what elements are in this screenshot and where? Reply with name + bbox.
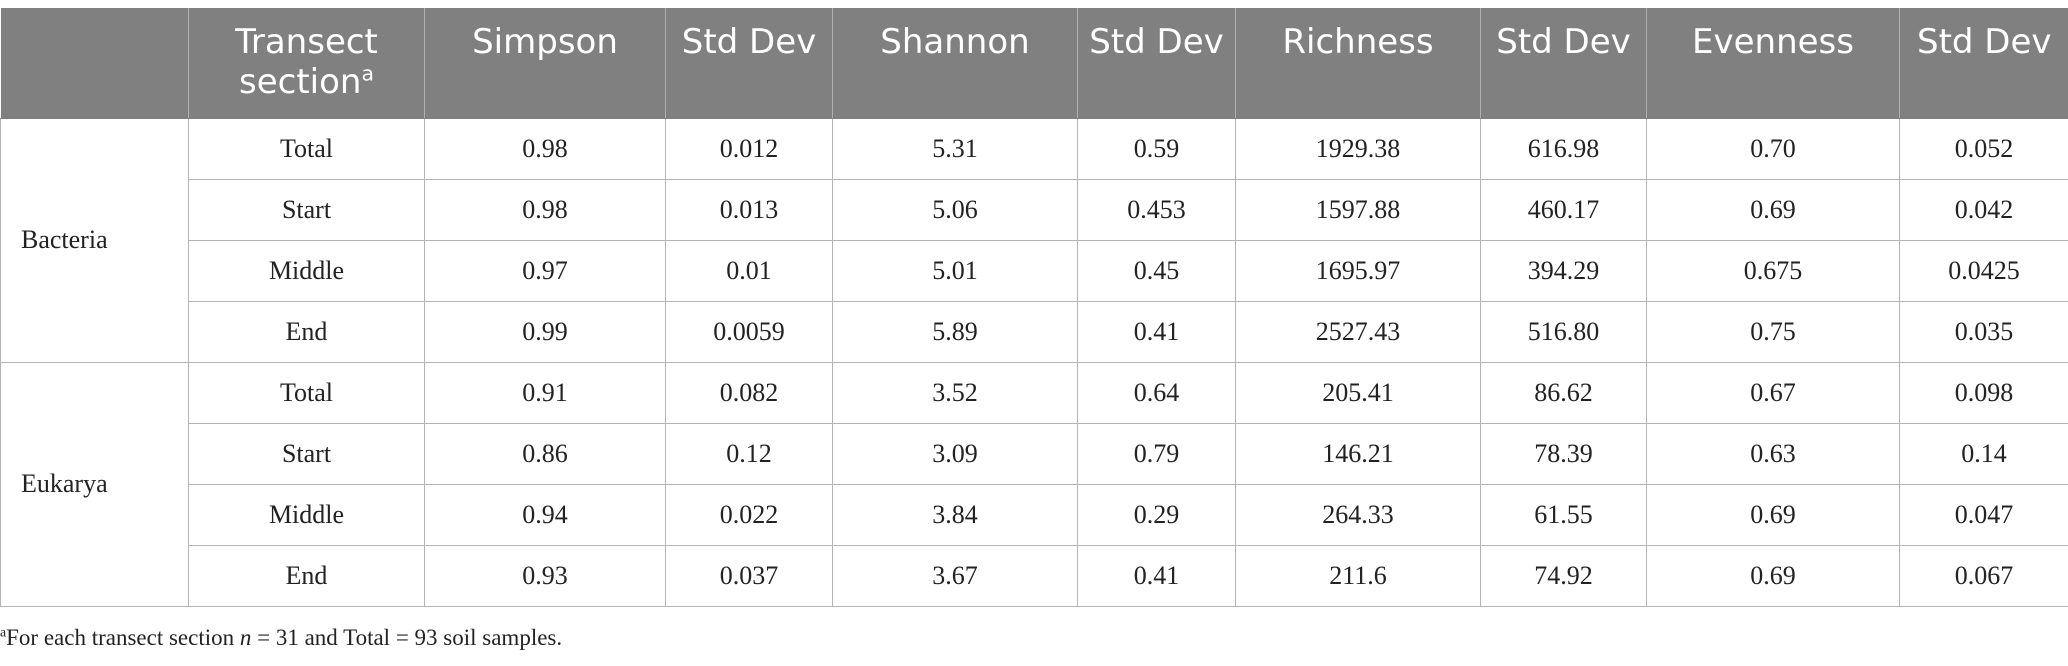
cell-section: Total bbox=[188, 117, 425, 180]
cell-shannon: 5.89 bbox=[832, 300, 1078, 363]
header-simpson: Simpson bbox=[424, 8, 666, 119]
header-shannon-std-dev: Std Dev bbox=[1077, 8, 1236, 119]
cell-richness-std-dev: 86.62 bbox=[1480, 361, 1647, 424]
cell-evenness: 0.69 bbox=[1646, 178, 1900, 241]
header-blank bbox=[0, 8, 189, 119]
cell-richness-std-dev: 616.98 bbox=[1480, 117, 1647, 180]
cell-shannon-std-dev: 0.29 bbox=[1077, 483, 1236, 546]
cell-richness: 146.21 bbox=[1235, 422, 1481, 485]
cell-simpson-std-dev: 0.12 bbox=[665, 422, 833, 485]
cell-evenness: 0.70 bbox=[1646, 117, 1900, 180]
cell-shannon: 5.31 bbox=[832, 117, 1078, 180]
cell-shannon: 3.09 bbox=[832, 422, 1078, 485]
cell-evenness-std-dev: 0.14 bbox=[1899, 422, 2068, 485]
cell-section: Total bbox=[188, 361, 425, 424]
cell-section: End bbox=[188, 300, 425, 363]
table-container: Transect sectiona Simpson Std Dev Shanno… bbox=[0, 8, 2068, 607]
cell-shannon-std-dev: 0.79 bbox=[1077, 422, 1236, 485]
cell-simpson-std-dev: 0.013 bbox=[665, 178, 833, 241]
cell-evenness: 0.69 bbox=[1646, 483, 1900, 546]
cell-shannon: 3.67 bbox=[832, 544, 1078, 607]
cell-simpson-std-dev: 0.022 bbox=[665, 483, 833, 546]
header-evenness-std-dev: Std Dev bbox=[1899, 8, 2068, 119]
group-label: Bacteria bbox=[0, 117, 189, 363]
cell-section: End bbox=[188, 544, 425, 607]
cell-simpson: 0.93 bbox=[424, 544, 666, 607]
cell-shannon-std-dev: 0.41 bbox=[1077, 544, 1236, 607]
table-row: Bacteria Total 0.98 0.012 5.31 0.59 1929.38 616… bbox=[0, 117, 2068, 363]
table-body: Bacteria Total 0.98 0.012 5.31 0.59 1929.38 616… bbox=[0, 117, 2068, 607]
table-footnote: aFor each transect section n = 31 and To… bbox=[0, 624, 563, 650]
cell-richness: 1929.38 bbox=[1235, 117, 1481, 180]
table-row: End 0.99 0.0059 5.89 0.41 2527.43 516.80 0.75 0.… bbox=[1, 300, 2068, 363]
header-evenness: Evenness bbox=[1646, 8, 1900, 119]
cell-richness: 205.41 bbox=[1235, 361, 1481, 424]
table-row: Eukarya Total 0.91 0.082 3.52 0.64 205.41 86.62… bbox=[0, 361, 2068, 607]
cell-evenness-std-dev: 0.098 bbox=[1899, 361, 2068, 424]
table-row: Middle 0.94 0.022 3.84 0.29 264.33 61.55 0.69 0.… bbox=[1, 483, 2068, 546]
cell-shannon-std-dev: 0.64 bbox=[1077, 361, 1236, 424]
cell-simpson-std-dev: 0.012 bbox=[665, 117, 833, 180]
cell-evenness-std-dev: 0.0425 bbox=[1899, 239, 2068, 302]
cell-evenness-std-dev: 0.067 bbox=[1899, 544, 2068, 607]
cell-richness-std-dev: 61.55 bbox=[1480, 483, 1647, 546]
cell-richness-std-dev: 516.80 bbox=[1480, 300, 1647, 363]
diversity-table: Transect sectiona Simpson Std Dev Shanno… bbox=[0, 8, 2068, 607]
cell-simpson-std-dev: 0.0059 bbox=[665, 300, 833, 363]
cell-shannon: 3.52 bbox=[832, 361, 1078, 424]
cell-richness: 2527.43 bbox=[1235, 300, 1481, 363]
cell-simpson: 0.99 bbox=[424, 300, 666, 363]
cell-evenness: 0.67 bbox=[1646, 361, 1900, 424]
cell-evenness-std-dev: 0.047 bbox=[1899, 483, 2068, 546]
cell-richness: 211.6 bbox=[1235, 544, 1481, 607]
table-row: Start 0.86 0.12 3.09 0.79 146.21 78.39 0.63 0.14 bbox=[1, 422, 2068, 485]
cell-richness: 264.33 bbox=[1235, 483, 1481, 546]
cell-simpson-std-dev: 0.037 bbox=[665, 544, 833, 607]
cell-shannon-std-dev: 0.59 bbox=[1077, 117, 1236, 180]
cell-shannon-std-dev: 0.45 bbox=[1077, 239, 1236, 302]
cell-section: Start bbox=[188, 422, 425, 485]
cell-richness: 1695.97 bbox=[1235, 239, 1481, 302]
cell-simpson: 0.97 bbox=[424, 239, 666, 302]
cell-shannon-std-dev: 0.41 bbox=[1077, 300, 1236, 363]
cell-evenness-std-dev: 0.052 bbox=[1899, 117, 2068, 180]
header-shannon: Shannon bbox=[832, 8, 1078, 119]
cell-shannon: 3.84 bbox=[832, 483, 1078, 546]
cell-richness-std-dev: 460.17 bbox=[1480, 178, 1647, 241]
header-transect-section: Transect sectiona bbox=[188, 8, 425, 119]
header-row: Transect sectiona Simpson Std Dev Shanno… bbox=[0, 8, 2068, 119]
cell-richness: 1597.88 bbox=[1235, 178, 1481, 241]
group-label: Eukarya bbox=[0, 361, 189, 607]
cell-section: Start bbox=[188, 178, 425, 241]
cell-section: Middle bbox=[188, 239, 425, 302]
header-richness: Richness bbox=[1235, 8, 1481, 119]
table-row: Middle 0.97 0.01 5.01 0.45 1695.97 394.29 0.675… bbox=[1, 239, 2068, 302]
cell-shannon: 5.01 bbox=[832, 239, 1078, 302]
cell-simpson: 0.98 bbox=[424, 178, 666, 241]
cell-evenness: 0.63 bbox=[1646, 422, 1900, 485]
cell-simpson: 0.91 bbox=[424, 361, 666, 424]
table-row: End 0.93 0.037 3.67 0.41 211.6 74.92 0.69 0.067 bbox=[1, 544, 2068, 607]
cell-evenness: 0.75 bbox=[1646, 300, 1900, 363]
cell-evenness-std-dev: 0.042 bbox=[1899, 178, 2068, 241]
cell-evenness-std-dev: 0.035 bbox=[1899, 300, 2068, 363]
cell-evenness: 0.675 bbox=[1646, 239, 1900, 302]
cell-simpson-std-dev: 0.01 bbox=[665, 239, 833, 302]
table-row: Start 0.98 0.013 5.06 0.453 1597.88 460.17 0.69… bbox=[1, 178, 2068, 241]
cell-shannon-std-dev: 0.453 bbox=[1077, 178, 1236, 241]
cell-evenness: 0.69 bbox=[1646, 544, 1900, 607]
cell-richness-std-dev: 394.29 bbox=[1480, 239, 1647, 302]
cell-simpson: 0.86 bbox=[424, 422, 666, 485]
cell-simpson-std-dev: 0.082 bbox=[665, 361, 833, 424]
cell-simpson: 0.98 bbox=[424, 117, 666, 180]
header-richness-std-dev: Std Dev bbox=[1480, 8, 1647, 119]
cell-simpson: 0.94 bbox=[424, 483, 666, 546]
cell-shannon: 5.06 bbox=[832, 178, 1078, 241]
header-simpson-std-dev: Std Dev bbox=[665, 8, 833, 119]
cell-richness-std-dev: 74.92 bbox=[1480, 544, 1647, 607]
cell-richness-std-dev: 78.39 bbox=[1480, 422, 1647, 485]
cell-section: Middle bbox=[188, 483, 425, 546]
